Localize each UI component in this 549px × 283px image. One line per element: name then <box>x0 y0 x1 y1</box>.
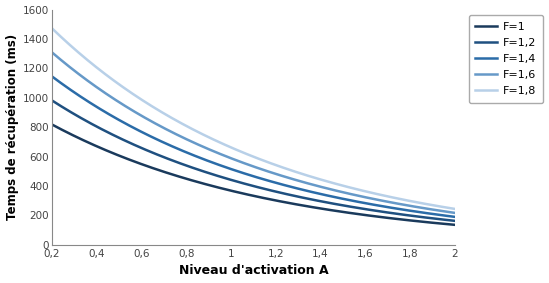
F=1,6 <box>452 211 458 215</box>
F=1,2 <box>242 182 249 186</box>
X-axis label: Niveau d'activation A: Niveau d'activation A <box>178 264 328 277</box>
F=1,6 <box>442 210 449 213</box>
Line: F=1,6: F=1,6 <box>52 52 455 213</box>
F=1 <box>452 223 458 226</box>
F=1,4 <box>288 185 295 189</box>
F=1,2 <box>240 182 247 185</box>
F=1 <box>267 198 273 201</box>
F=1,6 <box>267 170 273 174</box>
F=1,8 <box>267 161 273 165</box>
F=1,4 <box>240 171 247 175</box>
F=1,2 <box>288 194 295 197</box>
Line: F=1,2: F=1,2 <box>52 100 455 221</box>
F=1,4 <box>48 74 55 78</box>
F=1,2 <box>442 218 449 222</box>
F=1 <box>442 222 449 226</box>
F=1,8 <box>242 152 249 155</box>
F=1,2 <box>452 219 458 222</box>
F=1,8 <box>379 194 385 197</box>
F=1,8 <box>288 169 295 172</box>
F=1,4 <box>379 205 385 208</box>
Legend: F=1, F=1,2, F=1,4, F=1,6, F=1,8: F=1, F=1,2, F=1,4, F=1,6, F=1,8 <box>468 15 543 103</box>
F=1,2 <box>379 210 385 213</box>
F=1,4 <box>242 172 249 175</box>
F=1,8 <box>240 151 247 154</box>
F=1,6 <box>48 50 55 54</box>
F=1,8 <box>452 207 458 211</box>
F=1,8 <box>442 206 449 209</box>
F=1,4 <box>442 214 449 217</box>
Line: F=1,8: F=1,8 <box>52 28 455 209</box>
F=1 <box>240 192 247 195</box>
F=1,6 <box>379 199 385 202</box>
Line: F=1,4: F=1,4 <box>52 76 455 217</box>
F=1,8 <box>48 26 55 30</box>
F=1,6 <box>288 177 295 181</box>
F=1 <box>242 192 249 196</box>
F=1,6 <box>240 161 247 164</box>
F=1,6 <box>242 162 249 165</box>
F=1 <box>379 215 385 219</box>
F=1 <box>288 202 295 205</box>
F=1,4 <box>267 179 273 183</box>
F=1,4 <box>452 215 458 218</box>
F=1 <box>48 123 55 126</box>
F=1,2 <box>48 98 55 102</box>
Y-axis label: Temps de récupération (ms): Temps de récupération (ms) <box>5 34 19 220</box>
F=1,2 <box>267 188 273 192</box>
Line: F=1: F=1 <box>52 125 455 225</box>
